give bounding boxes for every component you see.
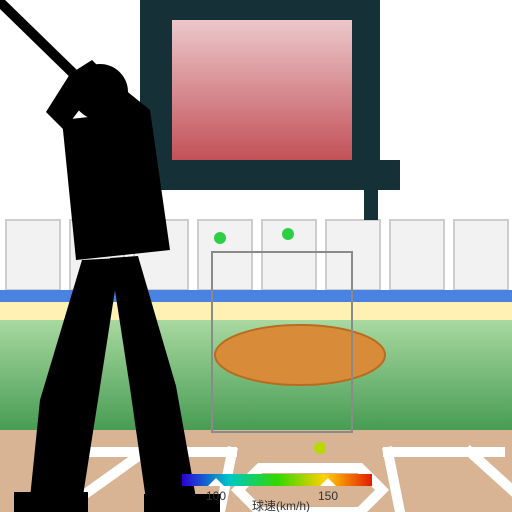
colorbar-tick-label: 150 bbox=[318, 489, 338, 503]
pitch-marker bbox=[314, 442, 326, 454]
mound bbox=[215, 325, 385, 385]
pitch-marker bbox=[214, 232, 226, 244]
stand-panel bbox=[454, 220, 508, 290]
pitch-location-chart: 100 150 球速(km/h) bbox=[0, 0, 512, 512]
pitch-marker bbox=[282, 228, 294, 240]
stand-panel bbox=[198, 220, 252, 290]
scoreboard-screen bbox=[172, 20, 352, 160]
colorbar-tick-label: 100 bbox=[206, 489, 226, 503]
stand-panel bbox=[390, 220, 444, 290]
stand-panel bbox=[6, 220, 60, 290]
colorbar-axis-label: 球速(km/h) bbox=[252, 499, 310, 512]
scoreboard-pole bbox=[364, 190, 378, 220]
scoreboard-base bbox=[120, 160, 400, 190]
